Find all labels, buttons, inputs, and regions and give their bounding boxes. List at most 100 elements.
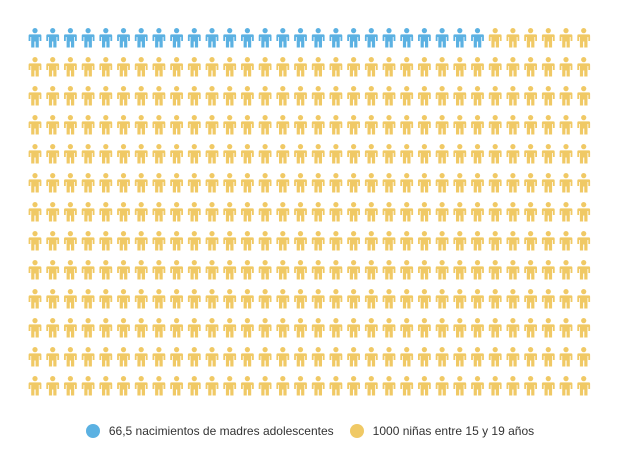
person-icon-girl: [223, 86, 237, 106]
person-icon-girl: [364, 231, 378, 251]
person-icon-girl: [134, 144, 148, 164]
person-icon-girl: [28, 115, 42, 135]
person-icon-girl: [488, 173, 502, 193]
person-icon-girl: [223, 318, 237, 338]
person-icon-birth: [170, 28, 183, 48]
person-icon-girl: [64, 289, 77, 309]
person-icon-girl: [453, 231, 467, 251]
person-icon-girl: [329, 115, 343, 135]
person-icon-girl: [241, 115, 254, 135]
person-icon-girl: [223, 57, 237, 77]
pictogram-grid: [28, 28, 591, 396]
legend-item-series-1[interactable]: 66,5 nacimientos de madres adolescentes: [85, 424, 334, 438]
person-icon-girl: [81, 260, 95, 280]
person-icon-girl: [418, 231, 431, 251]
person-icon-girl: [241, 376, 254, 396]
person-icon-girl: [382, 260, 396, 280]
person-icon-girl: [488, 86, 502, 106]
person-icon-girl: [364, 376, 378, 396]
person-icon-girl: [276, 173, 290, 193]
person-icon-girl: [453, 86, 467, 106]
person-icon-girl: [541, 86, 555, 106]
person-icon-birth: [435, 28, 449, 48]
person-icon-girl: [311, 318, 325, 338]
person-icon-girl: [347, 173, 360, 193]
person-icon-girl: [524, 347, 537, 367]
person-icon-girl: [347, 347, 360, 367]
person-icon-girl: [435, 173, 449, 193]
person-icon-girl: [488, 231, 502, 251]
person-icon-girl: [524, 318, 537, 338]
person-icon-girl: [152, 289, 166, 309]
person-icon-girl: [364, 86, 378, 106]
person-icon-girl: [152, 318, 166, 338]
person-icon-girl: [241, 231, 254, 251]
person-icon-girl: [541, 57, 555, 77]
person-icon-girl: [28, 86, 42, 106]
person-icon-girl: [471, 260, 484, 280]
person-icon-girl: [311, 231, 325, 251]
person-icon-girl: [117, 318, 130, 338]
person-icon-girl: [223, 289, 237, 309]
person-icon-birth: [400, 28, 414, 48]
person-icon-girl: [453, 173, 467, 193]
person-icon-girl: [364, 57, 378, 77]
person-icon-girl: [81, 86, 95, 106]
person-icon-birth: [46, 28, 60, 48]
person-icon-girl: [64, 376, 77, 396]
person-icon-girl: [134, 231, 148, 251]
person-icon-girl: [329, 318, 343, 338]
person-icon-girl: [488, 28, 502, 48]
person-icon-girl: [276, 57, 290, 77]
person-icon-girl: [99, 231, 113, 251]
person-icon-birth: [453, 28, 467, 48]
person-icon-girl: [364, 318, 378, 338]
person-icon-birth: [99, 28, 113, 48]
person-icon-girl: [453, 144, 467, 164]
person-icon-girl: [453, 289, 467, 309]
person-icon-girl: [134, 57, 148, 77]
person-icon-girl: [400, 289, 414, 309]
person-icon-girl: [223, 173, 237, 193]
person-icon-girl: [81, 144, 95, 164]
person-icon-girl: [134, 115, 148, 135]
person-icon-girl: [400, 144, 414, 164]
person-icon-girl: [64, 115, 77, 135]
person-icon-girl: [258, 115, 272, 135]
person-icon-girl: [28, 318, 42, 338]
person-icon-girl: [117, 347, 130, 367]
person-icon-girl: [241, 202, 254, 222]
person-icon-girl: [294, 289, 307, 309]
person-icon-girl: [64, 173, 77, 193]
person-icon-girl: [294, 57, 307, 77]
person-icon-girl: [276, 202, 290, 222]
person-icon-girl: [471, 231, 484, 251]
person-icon-girl: [471, 86, 484, 106]
person-icon-girl: [400, 260, 414, 280]
person-icon-girl: [471, 347, 484, 367]
person-icon-girl: [471, 289, 484, 309]
person-icon-birth: [258, 28, 272, 48]
person-icon-girl: [347, 57, 360, 77]
person-icon-girl: [541, 173, 555, 193]
person-icon-girl: [577, 202, 591, 222]
person-icon-birth: [329, 28, 343, 48]
person-icon-girl: [471, 173, 484, 193]
person-icon-girl: [577, 86, 591, 106]
person-icon-girl: [241, 318, 254, 338]
person-icon-girl: [99, 260, 113, 280]
person-icon-girl: [541, 115, 555, 135]
legend-item-series-2[interactable]: 1000 niñas entre 15 y 19 años: [349, 424, 534, 438]
person-icon-girl: [559, 28, 573, 48]
person-icon-girl: [258, 260, 272, 280]
person-icon-girl: [329, 173, 343, 193]
person-icon-girl: [241, 144, 254, 164]
person-icon-girl: [541, 28, 555, 48]
person-icon-girl: [453, 376, 467, 396]
person-icon-girl: [241, 289, 254, 309]
person-icon-girl: [258, 318, 272, 338]
person-icon-girl: [488, 289, 502, 309]
person-icon-girl: [28, 260, 42, 280]
person-icon-girl: [152, 86, 166, 106]
person-icon-girl: [577, 347, 591, 367]
